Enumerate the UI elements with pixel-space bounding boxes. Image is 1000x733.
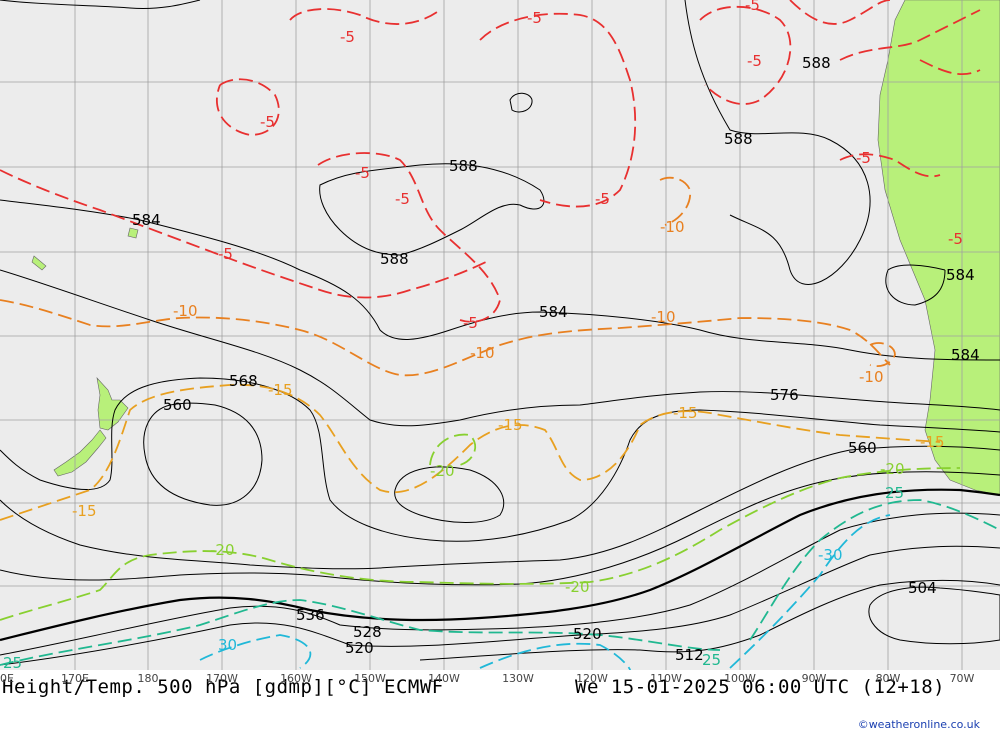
contour-560-inner [143, 402, 263, 506]
label-height: 520 [573, 625, 602, 643]
label-temp: -20 [210, 541, 235, 559]
label-temp: -15 [673, 404, 698, 422]
lon-label: 110W [650, 672, 682, 685]
lon-label: 170E [61, 672, 89, 685]
label-temp: 25 [3, 654, 22, 670]
label-temp: -10 [660, 218, 685, 236]
lon-label: 90W [801, 672, 827, 685]
lon-label: 80W [875, 672, 901, 685]
label-height: 584 [946, 266, 975, 284]
label-temp: -5 [260, 113, 275, 131]
label-temp: -5 [463, 314, 478, 332]
label-height: 584 [132, 211, 161, 229]
lon-label: 130W [502, 672, 534, 685]
temp-contours-minus20 [0, 433, 961, 621]
lon-label: 170W [206, 672, 238, 685]
label-temp: -10 [470, 344, 495, 362]
contour-528 [0, 512, 1000, 656]
label-height: 588 [802, 54, 831, 72]
contour-568 [0, 377, 1000, 542]
label-temp: -5 [747, 52, 762, 70]
lon-label: 150W [354, 672, 386, 685]
temp-contour-labels: -5 -5 -5 -5 -5 -5 -5 -5 -5 -5 -5 -5 -10 … [3, 0, 963, 670]
label-temp: -5 [527, 9, 542, 27]
label-temp: 25 [702, 651, 721, 669]
label-height: 504 [908, 579, 937, 597]
label-temp: -5 [395, 190, 410, 208]
label-temp: -15 [920, 433, 945, 451]
map-valid-time: We 15-01-2025 06:00 UTC (12+18) [575, 676, 946, 698]
temp-contours-minus25 [0, 499, 1000, 666]
label-height: 560 [848, 439, 877, 457]
label-temp: -10 [859, 368, 884, 386]
map-title: Height/Temp. 500 hPa [gdmp][°C] ECMWF [2, 676, 444, 698]
lon-label: 140W [428, 672, 460, 685]
label-temp: -15 [72, 502, 97, 520]
label-height: 520 [345, 639, 374, 657]
label-temp: -5 [856, 149, 871, 167]
contour-560 [0, 445, 1000, 570]
label-temp: -10 [651, 308, 676, 326]
label-temp: -20 [565, 578, 590, 596]
label-height: 588 [724, 130, 753, 148]
contour-588-central [319, 163, 545, 256]
label-temp: 30 [218, 636, 237, 654]
contour-560-loop [394, 466, 505, 523]
land-nz-north [96, 377, 129, 431]
height-contour-labels: 588 588 588 584 588 584 584 584 568 560 … [132, 54, 980, 664]
ocean-background [0, 0, 1000, 670]
label-temp: -5 [745, 0, 760, 14]
lon-label: 70W [949, 672, 975, 685]
label-temp: -5 [218, 245, 233, 263]
label-height: 528 [353, 623, 382, 641]
label-height: 584 [539, 303, 568, 321]
label-temp: -5 [948, 230, 963, 248]
contour-584-west [0, 199, 1000, 361]
contour-536 [0, 488, 1000, 642]
label-height: 560 [163, 396, 192, 414]
longitude-labels: 160E 170E 180 170W 160W 150W 140W 130W 1… [0, 672, 1000, 686]
lon-label: 120W [576, 672, 608, 685]
credit-link[interactable]: ©weatheronline.co.uk [857, 718, 980, 731]
lon-label: 180 [137, 672, 159, 685]
label-temp: -5 [340, 28, 355, 46]
temp-contours-minus15 [0, 383, 941, 521]
contour-588-small [509, 92, 533, 113]
label-height: 588 [380, 250, 409, 268]
contour-top [0, 0, 201, 9]
label-temp: -15 [268, 381, 293, 399]
label-temp: -15 [498, 416, 523, 434]
land-island-2 [31, 255, 47, 271]
lon-label: 160E [0, 672, 14, 685]
contour-588-north [684, 0, 871, 285]
label-height: 568 [229, 372, 258, 390]
map-footer: Height/Temp. 500 hPa [gdmp][°C] ECMWF We… [0, 672, 1000, 733]
temp-contours-minus10 [0, 176, 896, 377]
label-height: 584 [951, 346, 980, 364]
lon-label: 160W [280, 672, 312, 685]
label-temp: -20 [880, 460, 905, 478]
label-temp: -5 [355, 164, 370, 182]
weather-map: 588 588 588 584 588 584 584 584 568 560 … [0, 0, 1000, 670]
label-temp: -20 [430, 462, 455, 480]
label-height: 512 [675, 646, 704, 664]
label-height: 536 [296, 606, 325, 624]
label-temp: -10 [173, 302, 198, 320]
temp-contours-minus5 [0, 0, 981, 323]
label-temp: -5 [595, 190, 610, 208]
contour-520 [0, 545, 1000, 666]
temp-contours-minus30 [199, 514, 891, 670]
land-island-1 [127, 227, 139, 239]
lon-label: 100W [724, 672, 756, 685]
land-masses [31, 0, 1000, 496]
land-nz-south [53, 429, 107, 477]
contour-584-east [885, 264, 946, 306]
label-height: 576 [770, 386, 799, 404]
label-temp: -30 [818, 546, 843, 564]
label-height: 588 [449, 157, 478, 175]
contour-576 [0, 269, 1000, 427]
label-temp: 25 [885, 484, 904, 502]
